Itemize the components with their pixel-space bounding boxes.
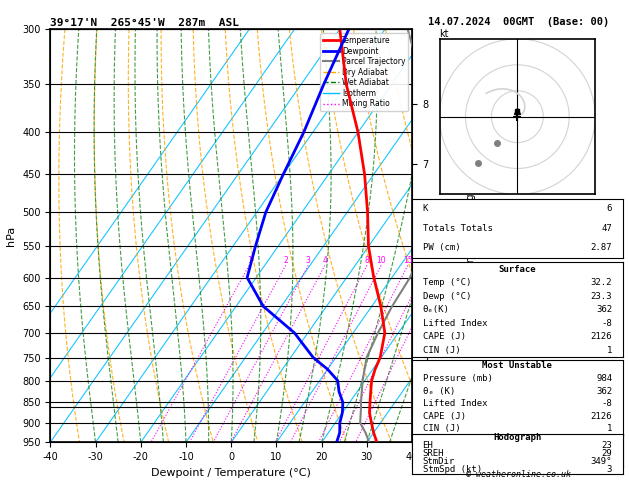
Text: 349°: 349° <box>591 457 612 467</box>
Text: 1: 1 <box>247 257 252 265</box>
Text: Temp (°C): Temp (°C) <box>423 278 471 287</box>
Text: 29: 29 <box>601 450 612 458</box>
Text: Totals Totals: Totals Totals <box>423 224 493 233</box>
Text: 1: 1 <box>607 424 612 433</box>
Text: 32.2: 32.2 <box>591 278 612 287</box>
Text: Hodograph: Hodograph <box>493 436 542 445</box>
Text: 23: 23 <box>601 446 612 455</box>
Y-axis label: hPa: hPa <box>6 226 16 246</box>
Text: θₑ (K): θₑ (K) <box>423 386 455 396</box>
Text: 14.07.2024  00GMT  (Base: 00): 14.07.2024 00GMT (Base: 00) <box>428 17 610 27</box>
Text: © weatheronline.co.uk: © weatheronline.co.uk <box>467 469 571 479</box>
Text: 6: 6 <box>607 205 612 213</box>
Text: EH: EH <box>423 446 433 455</box>
Text: -8: -8 <box>601 319 612 328</box>
Text: 1: 1 <box>607 346 612 355</box>
Text: 23.3: 23.3 <box>591 292 612 301</box>
Text: StmDir: StmDir <box>423 457 455 467</box>
Y-axis label: km
ASL: km ASL <box>438 236 457 257</box>
Text: SREH: SREH <box>423 457 444 466</box>
Text: θₑ(K): θₑ(K) <box>423 305 449 314</box>
Text: 29: 29 <box>601 457 612 466</box>
Text: EH: EH <box>423 441 433 451</box>
Text: Hodograph: Hodograph <box>493 434 542 442</box>
Text: 2126: 2126 <box>591 332 612 341</box>
Text: 3: 3 <box>607 466 612 474</box>
Text: Mixing Ratio (g/kg): Mixing Ratio (g/kg) <box>467 190 476 282</box>
Text: Pressure (mb): Pressure (mb) <box>423 374 493 383</box>
Text: 39°17'N  265°45'W  287m  ASL: 39°17'N 265°45'W 287m ASL <box>50 18 239 28</box>
Text: -8: -8 <box>601 399 612 408</box>
Text: 8: 8 <box>365 257 369 265</box>
Text: LCL: LCL <box>416 394 432 402</box>
Text: 15: 15 <box>403 257 413 265</box>
Text: 3: 3 <box>306 257 311 265</box>
Text: 2: 2 <box>283 257 288 265</box>
Text: CAPE (J): CAPE (J) <box>423 412 465 421</box>
Text: 4: 4 <box>323 257 327 265</box>
Text: K: K <box>423 205 428 213</box>
Text: 10: 10 <box>376 257 386 265</box>
Text: StmSpd (kt): StmSpd (kt) <box>423 466 482 474</box>
Text: 984: 984 <box>596 374 612 383</box>
Text: PW (cm): PW (cm) <box>423 243 460 252</box>
Text: 362: 362 <box>596 386 612 396</box>
Text: 23: 23 <box>601 441 612 451</box>
Text: 2126: 2126 <box>591 412 612 421</box>
Text: CIN (J): CIN (J) <box>423 346 460 355</box>
Text: CIN (J): CIN (J) <box>423 424 460 433</box>
Text: 47: 47 <box>601 224 612 233</box>
Text: Dewp (°C): Dewp (°C) <box>423 292 471 301</box>
Text: kt: kt <box>440 29 449 39</box>
X-axis label: Dewpoint / Temperature (°C): Dewpoint / Temperature (°C) <box>152 468 311 478</box>
Text: Surface: Surface <box>499 265 536 274</box>
Text: Lifted Index: Lifted Index <box>423 319 487 328</box>
Text: Most Unstable: Most Unstable <box>482 362 552 370</box>
Text: 362: 362 <box>596 305 612 314</box>
Text: CAPE (J): CAPE (J) <box>423 332 465 341</box>
Text: SREH: SREH <box>423 450 444 458</box>
Text: Lifted Index: Lifted Index <box>423 399 487 408</box>
Legend: Temperature, Dewpoint, Parcel Trajectory, Dry Adiabat, Wet Adiabat, Isotherm, Mi: Temperature, Dewpoint, Parcel Trajectory… <box>320 33 408 111</box>
Text: 2.87: 2.87 <box>591 243 612 252</box>
